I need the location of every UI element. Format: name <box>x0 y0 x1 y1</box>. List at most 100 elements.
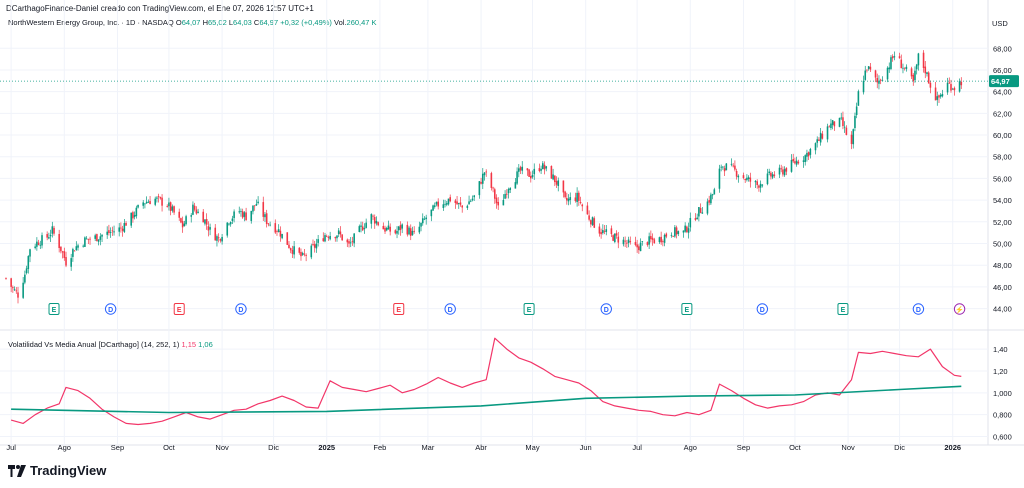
candle-body <box>771 174 774 178</box>
earnings-marker <box>393 303 405 315</box>
symbol-name[interactable]: NorthWestern Energy Group, Inc. · 1D · N… <box>8 18 174 27</box>
candle-body <box>250 210 253 221</box>
candle-body <box>682 230 685 233</box>
candle-body <box>53 227 55 234</box>
candle-body <box>960 81 963 86</box>
candle-body <box>528 169 530 177</box>
candle-body <box>934 87 937 101</box>
currency-label[interactable]: USD <box>992 19 1008 28</box>
candle-body <box>701 212 704 214</box>
candle-body <box>310 245 313 258</box>
candle-body <box>917 53 920 66</box>
candle-body <box>444 203 446 205</box>
chart-author-line: DCarthagoFinance-Daniel creado con Tradi… <box>6 4 314 13</box>
candle-body <box>361 226 364 231</box>
candle-body <box>397 226 400 231</box>
candle-body <box>130 212 132 226</box>
candle-body <box>708 200 710 203</box>
open-value: 64,07 <box>181 18 201 27</box>
candle-body <box>58 233 60 249</box>
volatility-average-line <box>11 385 962 414</box>
candle-body <box>180 218 182 223</box>
candle-body <box>610 228 613 234</box>
candle-body <box>108 230 110 234</box>
candle-body <box>471 198 474 201</box>
candle-body <box>518 168 520 172</box>
candle-body <box>382 225 385 230</box>
candle-body <box>819 132 822 143</box>
price-tick-label: 54,00 <box>993 196 1012 205</box>
indicator-legend: Volatilidad Vs Media Anual [DCarthago] (… <box>8 340 213 349</box>
price-tick-label: 60,00 <box>993 131 1012 140</box>
price-tick-label: 44,00 <box>993 305 1012 314</box>
candle-body <box>445 203 448 205</box>
candle-body <box>713 189 716 195</box>
candle-body <box>454 200 457 203</box>
volume-label: Vol. <box>334 18 347 27</box>
candle-body <box>265 213 268 224</box>
candle-body <box>305 255 307 256</box>
candle-body <box>890 57 892 69</box>
candle-body <box>257 201 259 204</box>
time-tick-label: Mar <box>421 443 434 452</box>
candle-body <box>106 231 108 235</box>
candle-body <box>334 237 337 239</box>
indicator-name[interactable]: Volatilidad Vs Media Anual [DCarthago] (… <box>8 340 180 349</box>
candle-body <box>867 66 870 69</box>
candle-body <box>99 236 102 240</box>
price-tick-label: 52,00 <box>993 218 1012 227</box>
candle-body <box>360 225 362 227</box>
candle-body <box>746 177 748 181</box>
candle-body <box>590 220 592 225</box>
candle-body <box>653 239 656 244</box>
candle-body <box>902 67 904 69</box>
candle-body <box>912 74 915 82</box>
tradingview-logo-icon <box>8 464 26 477</box>
candle-body <box>557 180 560 186</box>
candle-body <box>65 257 67 266</box>
candle-body <box>207 226 210 231</box>
candle-body <box>142 202 145 206</box>
candle-body <box>408 227 410 235</box>
candle-body <box>495 197 498 204</box>
time-tick-label: Ago <box>58 443 71 452</box>
candle-body <box>878 80 880 84</box>
price-tick-label: 62,00 <box>993 109 1012 118</box>
candle-body <box>121 228 124 231</box>
candle-body <box>12 287 14 289</box>
candle-body <box>214 227 217 241</box>
candle-body <box>881 79 884 81</box>
candle-body <box>25 268 28 274</box>
dividend-marker-label: D <box>604 307 609 314</box>
symbol-legend: NorthWestern Energy Group, Inc. · 1D · N… <box>8 18 377 27</box>
candle-body <box>754 181 757 183</box>
candle-body <box>430 209 433 217</box>
dividend-marker-label: D <box>108 307 113 314</box>
candle-body <box>327 237 330 238</box>
candle-body <box>147 201 150 203</box>
price-tick-label: 48,00 <box>993 261 1012 270</box>
candle-body <box>22 282 24 298</box>
candle-body <box>24 274 26 283</box>
candle-body <box>384 227 386 232</box>
candle-body <box>830 123 832 129</box>
candle-body <box>555 181 558 185</box>
volatility-line <box>10 337 962 426</box>
candle-body <box>183 223 186 227</box>
candle-body <box>447 198 450 205</box>
candle-body <box>720 166 722 168</box>
candle-body <box>804 155 807 162</box>
time-tick-label: 2026 <box>944 443 961 452</box>
candle-body <box>385 228 388 231</box>
time-tick-label: Dic <box>894 443 905 452</box>
candle-body <box>135 207 138 217</box>
earnings-marker <box>681 303 693 315</box>
dividend-marker-label: D <box>238 307 243 314</box>
candle-body <box>351 241 354 243</box>
low-label: L <box>228 18 234 27</box>
candle-body <box>365 222 367 228</box>
candle-body <box>641 241 644 243</box>
candle-body <box>833 121 836 127</box>
candle-body <box>567 198 570 202</box>
